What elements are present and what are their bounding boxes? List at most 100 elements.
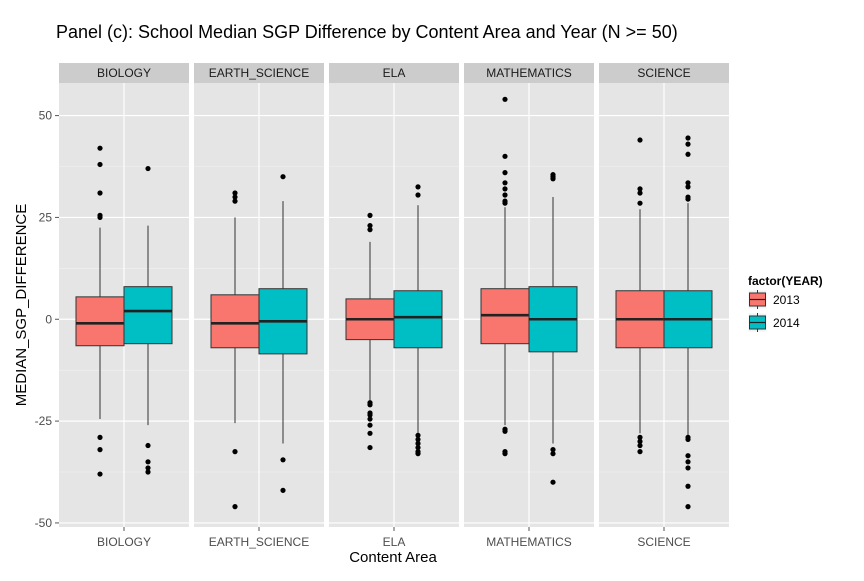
- box-2014: [663, 135, 713, 510]
- box-2013: [210, 190, 260, 510]
- outlier-point: [97, 161, 103, 168]
- outlier-point: [685, 436, 691, 443]
- outlier-point: [550, 447, 556, 453]
- outlier-point: [502, 200, 508, 206]
- outlier-point: [145, 442, 151, 449]
- outlier-point: [685, 141, 691, 147]
- outlier-point: [367, 212, 373, 218]
- y-tick-label: -25: [35, 414, 53, 428]
- facet-strip: [599, 63, 729, 83]
- outlier-point: [367, 412, 373, 418]
- y-axis-title: MEDIAN_SGP_DIFFERENCE: [13, 204, 30, 407]
- legend-title: factor(YEAR): [748, 274, 823, 288]
- outlier-point: [502, 96, 508, 102]
- chart-title: Panel (c): School Median SGP Difference …: [56, 22, 678, 42]
- outlier-point: [637, 137, 643, 143]
- outlier-point: [502, 180, 508, 186]
- outlier-point: [685, 465, 691, 471]
- y-tick-label: -50: [35, 516, 53, 530]
- x-tick-label: SCIENCE: [637, 535, 690, 549]
- outlier-point: [145, 469, 151, 475]
- outlier-point: [415, 192, 421, 198]
- outlier-point: [367, 222, 373, 229]
- outlier-point: [685, 184, 691, 190]
- box-2013: [615, 137, 665, 455]
- outlier-point: [367, 422, 373, 428]
- outlier-point: [415, 436, 421, 443]
- iqr-box: [210, 294, 260, 349]
- outlier-point: [502, 170, 508, 176]
- y-axis: 50 25 0 -25 -50: [35, 109, 59, 530]
- outlier-point: [232, 198, 238, 204]
- facet-strip: [194, 63, 324, 83]
- x-axis-title: Content Area: [349, 549, 437, 566]
- x-tick-label: BIOLOGY: [97, 535, 151, 549]
- outlier-point: [637, 442, 643, 449]
- outlier-point: [415, 184, 421, 190]
- y-tick-label: 50: [39, 109, 53, 123]
- legend-label: 2013: [773, 293, 800, 307]
- outlier-point: [415, 444, 421, 451]
- box-2014: [258, 174, 308, 493]
- outlier-point: [232, 449, 238, 455]
- outlier-point: [685, 459, 691, 465]
- outlier-point: [145, 165, 151, 172]
- iqr-box: [393, 290, 443, 349]
- outlier-point: [637, 434, 643, 440]
- outlier-point: [685, 483, 691, 489]
- legend-label: 2014: [773, 316, 800, 330]
- outlier-point: [502, 192, 508, 198]
- facet-strip-label: ELA: [383, 66, 406, 80]
- facet-strip-label: EARTH_SCIENCE: [209, 66, 309, 80]
- outlier-point: [550, 176, 556, 182]
- legend: factor(YEAR) 2013 2014: [747, 274, 823, 333]
- outlier-point: [502, 153, 508, 159]
- box-2014: [123, 165, 173, 475]
- facet-strip: [329, 63, 459, 83]
- outlier-point: [145, 459, 151, 465]
- box-2014: [528, 172, 578, 485]
- outlier-point: [367, 416, 373, 422]
- facet-strip-label: MATHEMATICS: [486, 66, 572, 80]
- outlier-point: [685, 180, 691, 186]
- facet-strip: [59, 63, 189, 83]
- outlier-point: [145, 465, 151, 471]
- box-2013: [345, 212, 395, 451]
- outlier-point: [637, 449, 643, 455]
- outlier-point: [685, 504, 691, 510]
- y-tick-label: 0: [45, 312, 52, 326]
- iqr-box: [123, 286, 173, 345]
- y-tick-label: 25: [39, 210, 53, 224]
- facet-panel-science: SCIENCE SCIENCE: [599, 63, 729, 549]
- outlier-point: [280, 174, 286, 180]
- facet-panels: BIOLOGYBIOLOGYEARTH_SCIENCEEARTH_SCIENCE…: [59, 63, 729, 549]
- outlier-point: [97, 434, 103, 440]
- outlier-point: [685, 151, 691, 157]
- outlier-point: [232, 190, 238, 196]
- outlier-point: [637, 438, 643, 445]
- outlier-point: [415, 440, 421, 447]
- legend-key-2014: 2014: [747, 312, 800, 333]
- outlier-point: [367, 402, 373, 408]
- outlier-point: [232, 194, 238, 200]
- box-2014: [393, 184, 443, 457]
- x-tick-label: MATHEMATICS: [486, 535, 572, 549]
- outlier-point: [97, 190, 103, 196]
- outlier-point: [367, 227, 373, 233]
- facet-strip: [464, 63, 594, 83]
- box-2013: [75, 145, 125, 477]
- facet-panel-ela: ELA ELA: [329, 63, 459, 549]
- x-tick-label: ELA: [383, 535, 406, 549]
- outlier-point: [280, 487, 286, 493]
- outlier-point: [367, 430, 373, 436]
- outlier-point: [415, 432, 421, 438]
- iqr-box: [75, 296, 125, 347]
- outlier-point: [685, 135, 691, 141]
- facet-panel-mathematics: MATHEMATICS MATHEMATICS: [464, 63, 594, 549]
- outlier-point: [637, 186, 643, 192]
- facet-panel-earth-science: EARTH_SCIENCE EARTH_SCIENCE: [194, 63, 324, 549]
- outlier-point: [367, 444, 373, 451]
- legend-key-2013: 2013: [747, 289, 800, 310]
- outlier-point: [550, 451, 556, 457]
